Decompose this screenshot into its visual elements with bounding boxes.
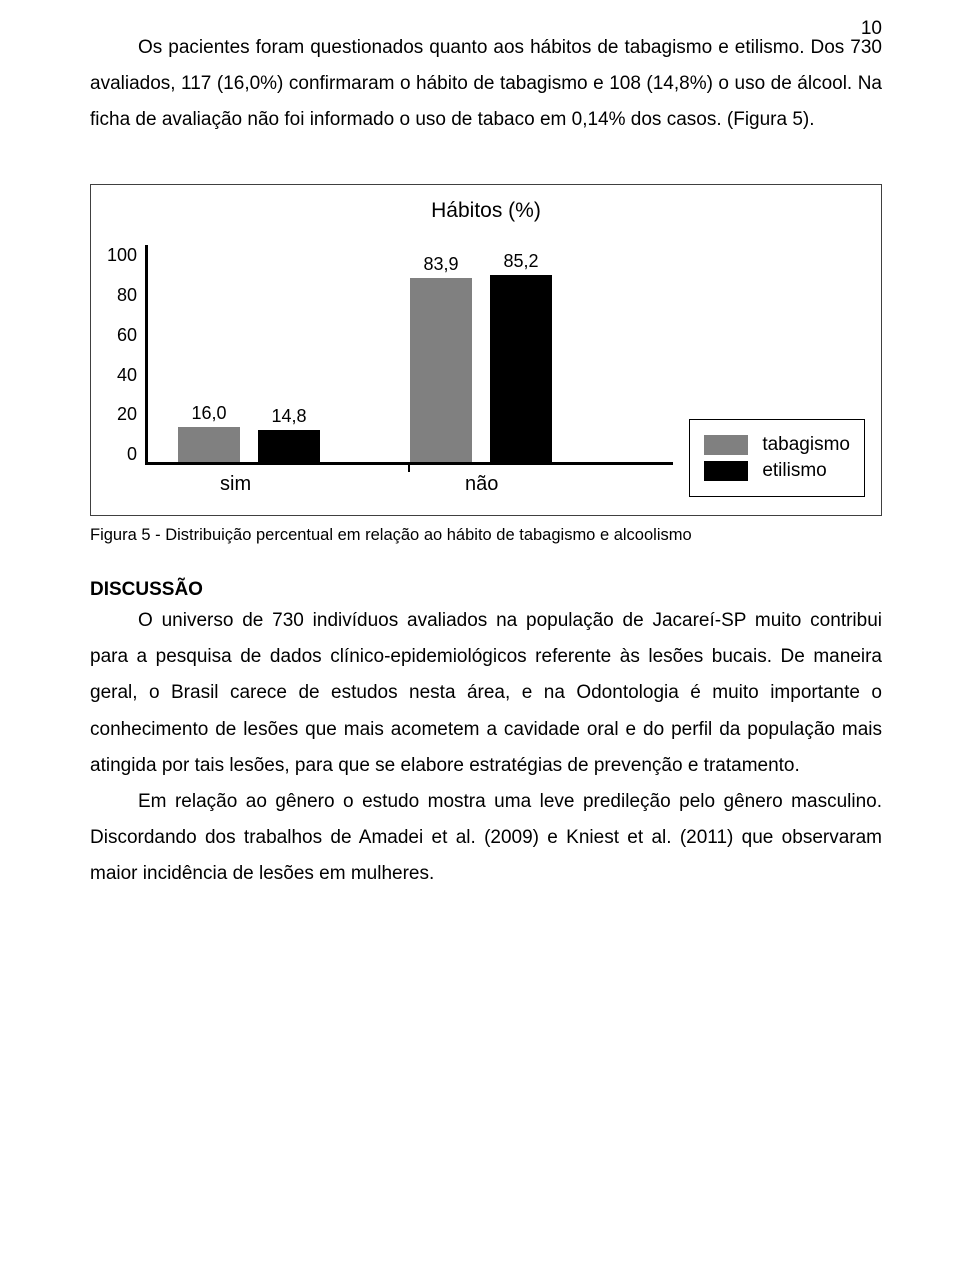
y-axis: 100 80 60 40 20 0	[107, 245, 137, 465]
y-tick: 0	[127, 444, 137, 465]
bars-row: 16,0 14,8 83,9 85,2	[148, 245, 673, 462]
bar-group-sim: 16,0 14,8	[178, 427, 320, 462]
bar-label: 85,2	[504, 251, 539, 272]
bar-nao-tabagismo: 83,9	[410, 278, 472, 463]
legend-label: tabagismo	[762, 434, 850, 456]
y-tick: 100	[107, 245, 137, 266]
intro-paragraph-block: Os pacientes foram questionados quanto a…	[90, 30, 882, 138]
legend-item-etilismo: etilismo	[704, 460, 850, 482]
y-tick: 80	[117, 285, 137, 306]
x-axis-labels: sim não	[145, 465, 673, 497]
legend-item-tabagismo: tabagismo	[704, 434, 850, 456]
bar-label: 16,0	[192, 403, 227, 424]
plot-wrap: 16,0 14,8 83,9 85,2	[145, 245, 673, 497]
bar-sim-tabagismo: 16,0	[178, 427, 240, 462]
page-number: 10	[861, 18, 882, 40]
discussion-body: O universo de 730 indivíduos avaliados n…	[90, 603, 882, 892]
discussion-heading: DISCUSSÃO	[90, 579, 882, 601]
discussion-p1: O universo de 730 indivíduos avaliados n…	[90, 603, 882, 783]
bar-group-nao: 83,9 85,2	[410, 275, 552, 462]
bar-label: 83,9	[424, 254, 459, 275]
discussion-p2: Em relação ao gênero o estudo mostra uma…	[90, 784, 882, 892]
legend-swatch	[704, 461, 748, 481]
chart-legend: tabagismo etilismo	[689, 419, 865, 497]
y-tick: 40	[117, 365, 137, 386]
x-label-nao: não	[465, 473, 498, 496]
y-tick: 60	[117, 325, 137, 346]
chart-area: 100 80 60 40 20 0 16,0	[107, 245, 865, 497]
x-label-sim: sim	[220, 473, 251, 496]
plot: 16,0 14,8 83,9 85,2	[145, 245, 673, 465]
bar-sim-etilismo: 14,8	[258, 430, 320, 463]
legend-swatch	[704, 435, 748, 455]
bar-nao-etilismo: 85,2	[490, 275, 552, 462]
chart-container: Hábitos (%) 100 80 60 40 20 0 16,0	[90, 184, 882, 516]
y-tick: 20	[117, 404, 137, 425]
figure-5: Hábitos (%) 100 80 60 40 20 0 16,0	[90, 184, 882, 545]
legend-label: etilismo	[762, 460, 826, 482]
bar-label: 14,8	[272, 406, 307, 427]
figure-caption: Figura 5 - Distribuição percentual em re…	[90, 526, 882, 545]
paragraph-1: Os pacientes foram questionados quanto a…	[90, 30, 882, 138]
chart-title: Hábitos (%)	[107, 199, 865, 223]
